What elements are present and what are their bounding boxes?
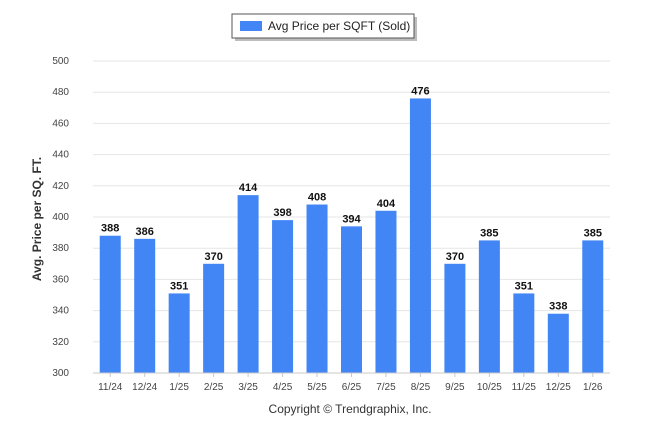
x-tick-label: 11/24 [98, 382, 123, 393]
y-tick-label: 360 [52, 274, 69, 285]
y-tick-label: 500 [52, 56, 69, 67]
legend-box [231, 13, 415, 39]
y-axis-label: Avg. Price per SQ. FT. [30, 157, 44, 281]
bars [99, 98, 604, 373]
data-label: 385 [480, 227, 498, 239]
data-label: 414 [239, 182, 258, 194]
x-tick-label: 1/25 [169, 382, 189, 393]
bar [134, 238, 156, 373]
bar [513, 293, 535, 373]
data-label: 394 [342, 213, 361, 225]
bar [409, 98, 431, 373]
data-label: 370 [204, 251, 222, 263]
y-tick-label: 320 [52, 337, 69, 348]
x-tick-label: 12/24 [132, 382, 157, 393]
legend: Avg Price per SQFT (Sold) [231, 13, 417, 41]
x-tick-label: 6/25 [342, 382, 362, 393]
y-tick-label: 440 [52, 150, 69, 161]
data-label: 385 [584, 227, 602, 239]
x-tick-label: 12/25 [546, 382, 571, 393]
bar [272, 220, 294, 373]
data-label: 338 [549, 301, 567, 313]
y-tick-label: 400 [52, 212, 69, 223]
x-tick-label: 11/25 [512, 382, 537, 393]
data-label: 476 [411, 85, 429, 97]
data-label: 404 [377, 198, 396, 210]
data-label: 370 [446, 251, 464, 263]
bar [341, 226, 362, 373]
data-label: 408 [308, 192, 326, 204]
x-tick-label: 4/25 [273, 382, 293, 393]
bar [444, 263, 466, 373]
legend-label: Avg Price per SQFT (Sold) [268, 19, 410, 33]
bar [478, 240, 500, 373]
bar [203, 263, 225, 373]
bar [306, 204, 328, 373]
y-tick-label: 420 [52, 181, 69, 192]
x-tick-label: 7/25 [376, 382, 396, 393]
bar [547, 313, 569, 373]
x-tick-label: 2/25 [204, 382, 224, 393]
x-tick-label: 3/25 [238, 382, 258, 393]
legend-swatch [240, 21, 262, 31]
y-tick-label: 340 [52, 306, 69, 317]
y-axis: 300 320 340 360 380 400 420 440 460 480 500 [52, 56, 69, 379]
data-label: 388 [101, 223, 119, 235]
data-labels: 388 386 351 370 414 398 408 394 404 476 370 385 351 3… [101, 85, 602, 312]
data-label: 351 [170, 280, 188, 292]
x-tick-label: 10/25 [477, 382, 502, 393]
y-tick-label: 480 [52, 87, 69, 98]
x-tick-label: 1/26 [583, 382, 603, 393]
x-tick-label: 9/25 [445, 382, 465, 393]
bar [99, 235, 121, 373]
bar [237, 195, 259, 373]
x-axis: 11/24 12/24 1/25 2/25 3/25 4/25 5/25 6/25 7/25 8/… [93, 372, 610, 393]
y-tick-label: 460 [52, 118, 69, 129]
bar [375, 210, 397, 373]
x-tick-label: 8/25 [411, 382, 431, 393]
y-tick-label: 300 [52, 368, 69, 379]
copyright-footer: Copyright © Trendgraphix, Inc. [269, 402, 432, 416]
x-tick-label: 5/25 [307, 382, 327, 393]
y-tick-label: 380 [52, 243, 69, 254]
data-label: 398 [273, 207, 291, 219]
data-label: 386 [136, 226, 154, 238]
bar [582, 240, 604, 373]
bar [168, 293, 190, 373]
data-label: 351 [515, 280, 533, 292]
